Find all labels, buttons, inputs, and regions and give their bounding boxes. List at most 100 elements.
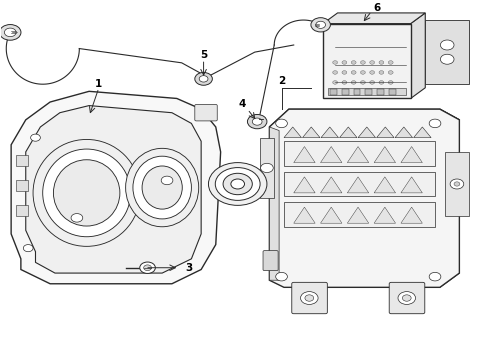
Polygon shape [395, 127, 413, 138]
Circle shape [402, 295, 411, 301]
Circle shape [316, 21, 325, 28]
Bar [16, 205, 28, 216]
Polygon shape [294, 207, 315, 223]
Ellipse shape [43, 149, 131, 237]
Circle shape [379, 61, 384, 64]
Polygon shape [401, 177, 422, 193]
FancyBboxPatch shape [292, 282, 327, 314]
Circle shape [276, 119, 288, 128]
Bar [366, 89, 372, 95]
Circle shape [333, 61, 338, 64]
Bar [16, 180, 28, 191]
FancyBboxPatch shape [284, 171, 435, 197]
Bar [330, 89, 337, 95]
Circle shape [144, 265, 151, 271]
Circle shape [370, 81, 374, 84]
Polygon shape [320, 147, 342, 163]
Polygon shape [284, 127, 301, 138]
Polygon shape [270, 109, 460, 287]
Bar [16, 156, 28, 166]
Circle shape [24, 244, 33, 252]
Circle shape [398, 292, 416, 305]
Circle shape [71, 213, 83, 222]
Text: 4: 4 [239, 99, 246, 109]
Polygon shape [347, 207, 369, 223]
Polygon shape [374, 177, 395, 193]
Circle shape [441, 54, 454, 64]
Polygon shape [323, 24, 411, 98]
Text: 2: 2 [278, 76, 285, 86]
Polygon shape [347, 177, 369, 193]
Polygon shape [321, 127, 339, 138]
Circle shape [208, 163, 267, 205]
Circle shape [195, 72, 212, 85]
Polygon shape [411, 13, 425, 98]
Ellipse shape [133, 156, 192, 219]
Circle shape [351, 61, 356, 64]
FancyBboxPatch shape [389, 282, 425, 314]
Ellipse shape [33, 139, 140, 246]
Circle shape [311, 18, 330, 32]
Circle shape [300, 292, 318, 305]
Circle shape [0, 24, 21, 40]
Text: 3: 3 [185, 263, 193, 273]
Circle shape [342, 81, 347, 84]
Bar [354, 89, 361, 95]
Circle shape [388, 71, 393, 74]
Circle shape [342, 71, 347, 74]
Ellipse shape [53, 160, 120, 226]
Polygon shape [340, 127, 357, 138]
Polygon shape [302, 127, 320, 138]
FancyBboxPatch shape [263, 251, 278, 271]
Circle shape [140, 262, 155, 274]
Polygon shape [401, 147, 422, 163]
Circle shape [388, 61, 393, 64]
Circle shape [429, 119, 441, 128]
Polygon shape [401, 207, 422, 223]
Polygon shape [294, 177, 315, 193]
Polygon shape [445, 152, 469, 216]
FancyBboxPatch shape [195, 104, 217, 121]
Polygon shape [374, 147, 395, 163]
Circle shape [215, 168, 260, 201]
Circle shape [199, 76, 208, 82]
Circle shape [361, 71, 366, 74]
Circle shape [454, 182, 460, 186]
Text: 1: 1 [95, 79, 102, 89]
Polygon shape [376, 127, 394, 138]
Circle shape [379, 71, 384, 74]
Polygon shape [323, 13, 425, 24]
Circle shape [4, 28, 16, 37]
Bar [377, 89, 384, 95]
Circle shape [30, 134, 40, 141]
Polygon shape [320, 207, 342, 223]
Polygon shape [294, 147, 315, 163]
Polygon shape [374, 207, 395, 223]
Circle shape [252, 118, 262, 125]
Circle shape [333, 81, 338, 84]
Polygon shape [270, 109, 460, 131]
Polygon shape [425, 20, 469, 84]
Circle shape [388, 81, 393, 84]
Circle shape [333, 71, 338, 74]
Circle shape [247, 114, 267, 129]
Polygon shape [347, 147, 369, 163]
Circle shape [429, 273, 441, 281]
Circle shape [370, 61, 374, 64]
Text: 5: 5 [200, 50, 207, 60]
Circle shape [342, 61, 347, 64]
FancyBboxPatch shape [284, 202, 435, 227]
Circle shape [361, 61, 366, 64]
Polygon shape [260, 138, 274, 198]
Bar [389, 89, 395, 95]
Circle shape [223, 173, 252, 195]
Polygon shape [414, 127, 431, 138]
Circle shape [379, 81, 384, 84]
Polygon shape [320, 177, 342, 193]
Polygon shape [440, 109, 460, 287]
Ellipse shape [125, 148, 199, 227]
Circle shape [351, 71, 356, 74]
Polygon shape [358, 127, 375, 138]
Ellipse shape [142, 166, 182, 209]
Circle shape [231, 179, 245, 189]
